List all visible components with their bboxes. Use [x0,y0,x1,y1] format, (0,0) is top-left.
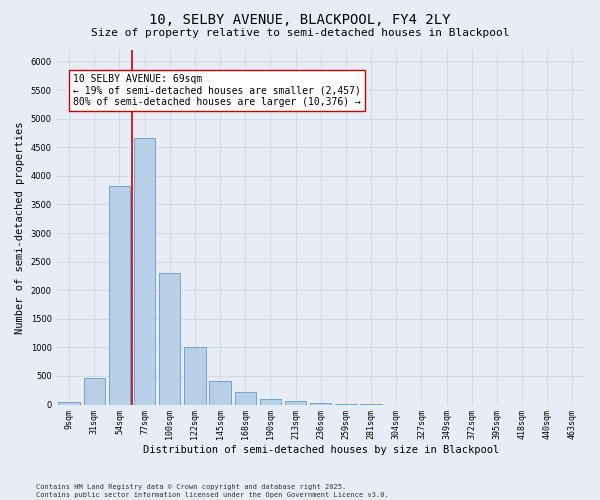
Bar [109,186,130,404]
Text: Contains HM Land Registry data © Crown copyright and database right 2025.
Contai: Contains HM Land Registry data © Crown c… [36,484,389,498]
Bar [83,378,105,404]
Bar [260,399,281,404]
Text: Size of property relative to semi-detached houses in Blackpool: Size of property relative to semi-detach… [91,28,509,38]
Bar [159,273,181,404]
Bar [310,403,331,404]
Bar [134,138,155,404]
Bar [58,402,80,404]
Bar [235,392,256,404]
Bar [184,348,206,405]
Text: 10 SELBY AVENUE: 69sqm
← 19% of semi-detached houses are smaller (2,457)
80% of : 10 SELBY AVENUE: 69sqm ← 19% of semi-det… [73,74,361,107]
Bar [285,401,307,404]
Text: 10, SELBY AVENUE, BLACKPOOL, FY4 2LY: 10, SELBY AVENUE, BLACKPOOL, FY4 2LY [149,12,451,26]
X-axis label: Distribution of semi-detached houses by size in Blackpool: Distribution of semi-detached houses by … [143,445,499,455]
Bar [209,381,231,404]
Y-axis label: Number of semi-detached properties: Number of semi-detached properties [15,121,25,334]
